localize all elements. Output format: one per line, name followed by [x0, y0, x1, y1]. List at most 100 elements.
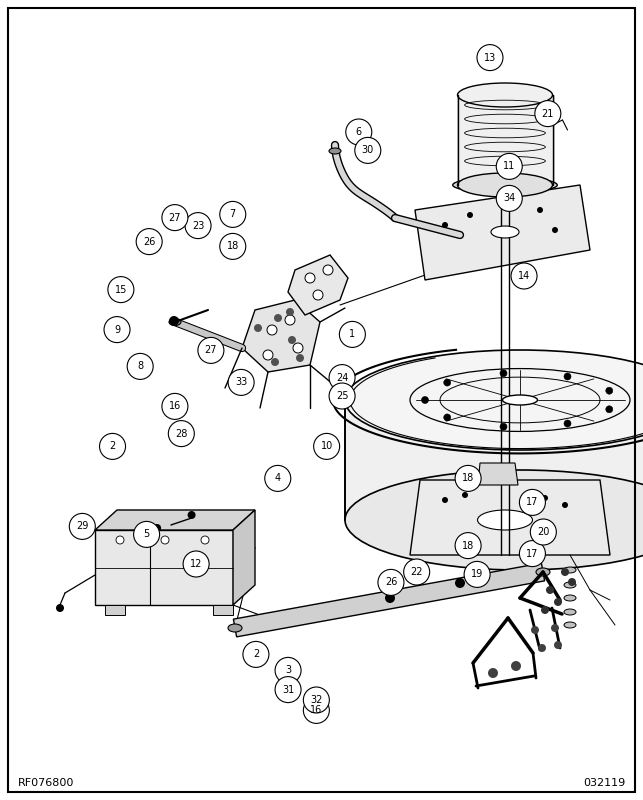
- Circle shape: [561, 568, 569, 576]
- Circle shape: [254, 324, 262, 332]
- Polygon shape: [288, 255, 348, 315]
- Polygon shape: [415, 185, 590, 280]
- Text: 4: 4: [275, 474, 281, 483]
- Circle shape: [455, 533, 481, 558]
- Text: 6: 6: [356, 127, 362, 137]
- Ellipse shape: [491, 226, 519, 238]
- Circle shape: [285, 315, 295, 325]
- Circle shape: [564, 420, 571, 427]
- Text: 13: 13: [484, 53, 496, 62]
- Circle shape: [538, 644, 546, 652]
- Circle shape: [329, 383, 355, 409]
- Text: 5: 5: [143, 530, 150, 539]
- Circle shape: [442, 497, 448, 503]
- Ellipse shape: [536, 568, 550, 576]
- Circle shape: [531, 626, 539, 634]
- Circle shape: [537, 207, 543, 213]
- Circle shape: [542, 495, 548, 501]
- Text: RF076800: RF076800: [18, 778, 75, 788]
- Circle shape: [404, 559, 430, 585]
- Circle shape: [496, 186, 522, 211]
- Circle shape: [293, 343, 303, 353]
- Circle shape: [162, 205, 188, 230]
- Text: 11: 11: [503, 162, 516, 171]
- Text: 17: 17: [526, 498, 539, 507]
- Circle shape: [455, 578, 465, 588]
- Ellipse shape: [453, 178, 557, 193]
- Text: 2: 2: [253, 650, 259, 659]
- Bar: [105, 605, 125, 615]
- Text: 32: 32: [310, 695, 323, 705]
- Text: 9: 9: [114, 325, 120, 334]
- Ellipse shape: [502, 395, 538, 405]
- Ellipse shape: [458, 83, 552, 107]
- Text: 21: 21: [541, 109, 554, 118]
- Circle shape: [275, 677, 301, 702]
- Circle shape: [606, 406, 613, 413]
- Circle shape: [116, 536, 124, 544]
- Ellipse shape: [478, 510, 532, 530]
- Circle shape: [136, 229, 162, 254]
- Ellipse shape: [228, 624, 242, 632]
- Circle shape: [455, 466, 481, 491]
- Circle shape: [551, 624, 559, 632]
- Text: 31: 31: [282, 685, 294, 694]
- Text: 20: 20: [537, 527, 550, 537]
- Circle shape: [168, 421, 194, 446]
- Circle shape: [198, 338, 224, 363]
- Circle shape: [346, 119, 372, 145]
- Circle shape: [606, 387, 613, 394]
- Circle shape: [169, 316, 179, 326]
- Circle shape: [286, 308, 294, 316]
- Text: 16: 16: [310, 706, 323, 715]
- Polygon shape: [458, 95, 552, 185]
- Circle shape: [442, 222, 448, 228]
- Circle shape: [188, 511, 195, 519]
- Ellipse shape: [345, 470, 643, 570]
- Circle shape: [541, 606, 549, 614]
- Polygon shape: [95, 510, 255, 530]
- Polygon shape: [345, 400, 643, 520]
- Circle shape: [340, 322, 365, 347]
- Circle shape: [554, 598, 562, 606]
- Circle shape: [220, 234, 246, 259]
- Text: 17: 17: [526, 549, 539, 558]
- Circle shape: [520, 541, 545, 566]
- Circle shape: [462, 492, 468, 498]
- Circle shape: [323, 265, 333, 275]
- Text: 15: 15: [114, 285, 127, 294]
- Ellipse shape: [458, 173, 552, 197]
- Text: 19: 19: [471, 570, 484, 579]
- Circle shape: [161, 536, 169, 544]
- Circle shape: [552, 227, 558, 233]
- Text: 30: 30: [361, 146, 374, 155]
- Text: 34: 34: [503, 194, 516, 203]
- Text: 8: 8: [137, 362, 143, 371]
- Circle shape: [488, 668, 498, 678]
- Circle shape: [467, 212, 473, 218]
- Circle shape: [511, 263, 537, 289]
- Circle shape: [520, 490, 545, 515]
- Text: 032119: 032119: [583, 778, 625, 788]
- Circle shape: [422, 397, 428, 403]
- Circle shape: [444, 379, 451, 386]
- Circle shape: [500, 370, 507, 377]
- Ellipse shape: [564, 595, 576, 601]
- Circle shape: [314, 434, 340, 459]
- Text: 23: 23: [192, 221, 204, 230]
- Text: 1: 1: [349, 330, 356, 339]
- Text: 26: 26: [385, 578, 397, 587]
- Bar: [213, 605, 233, 615]
- Circle shape: [305, 273, 315, 283]
- Polygon shape: [233, 563, 545, 637]
- Circle shape: [69, 514, 95, 539]
- Polygon shape: [478, 463, 518, 485]
- Circle shape: [554, 641, 562, 649]
- Circle shape: [385, 593, 395, 603]
- Text: 18: 18: [462, 474, 475, 483]
- Circle shape: [185, 213, 211, 238]
- Circle shape: [546, 586, 554, 594]
- Circle shape: [162, 394, 188, 419]
- Text: 3: 3: [285, 666, 291, 675]
- Circle shape: [355, 138, 381, 163]
